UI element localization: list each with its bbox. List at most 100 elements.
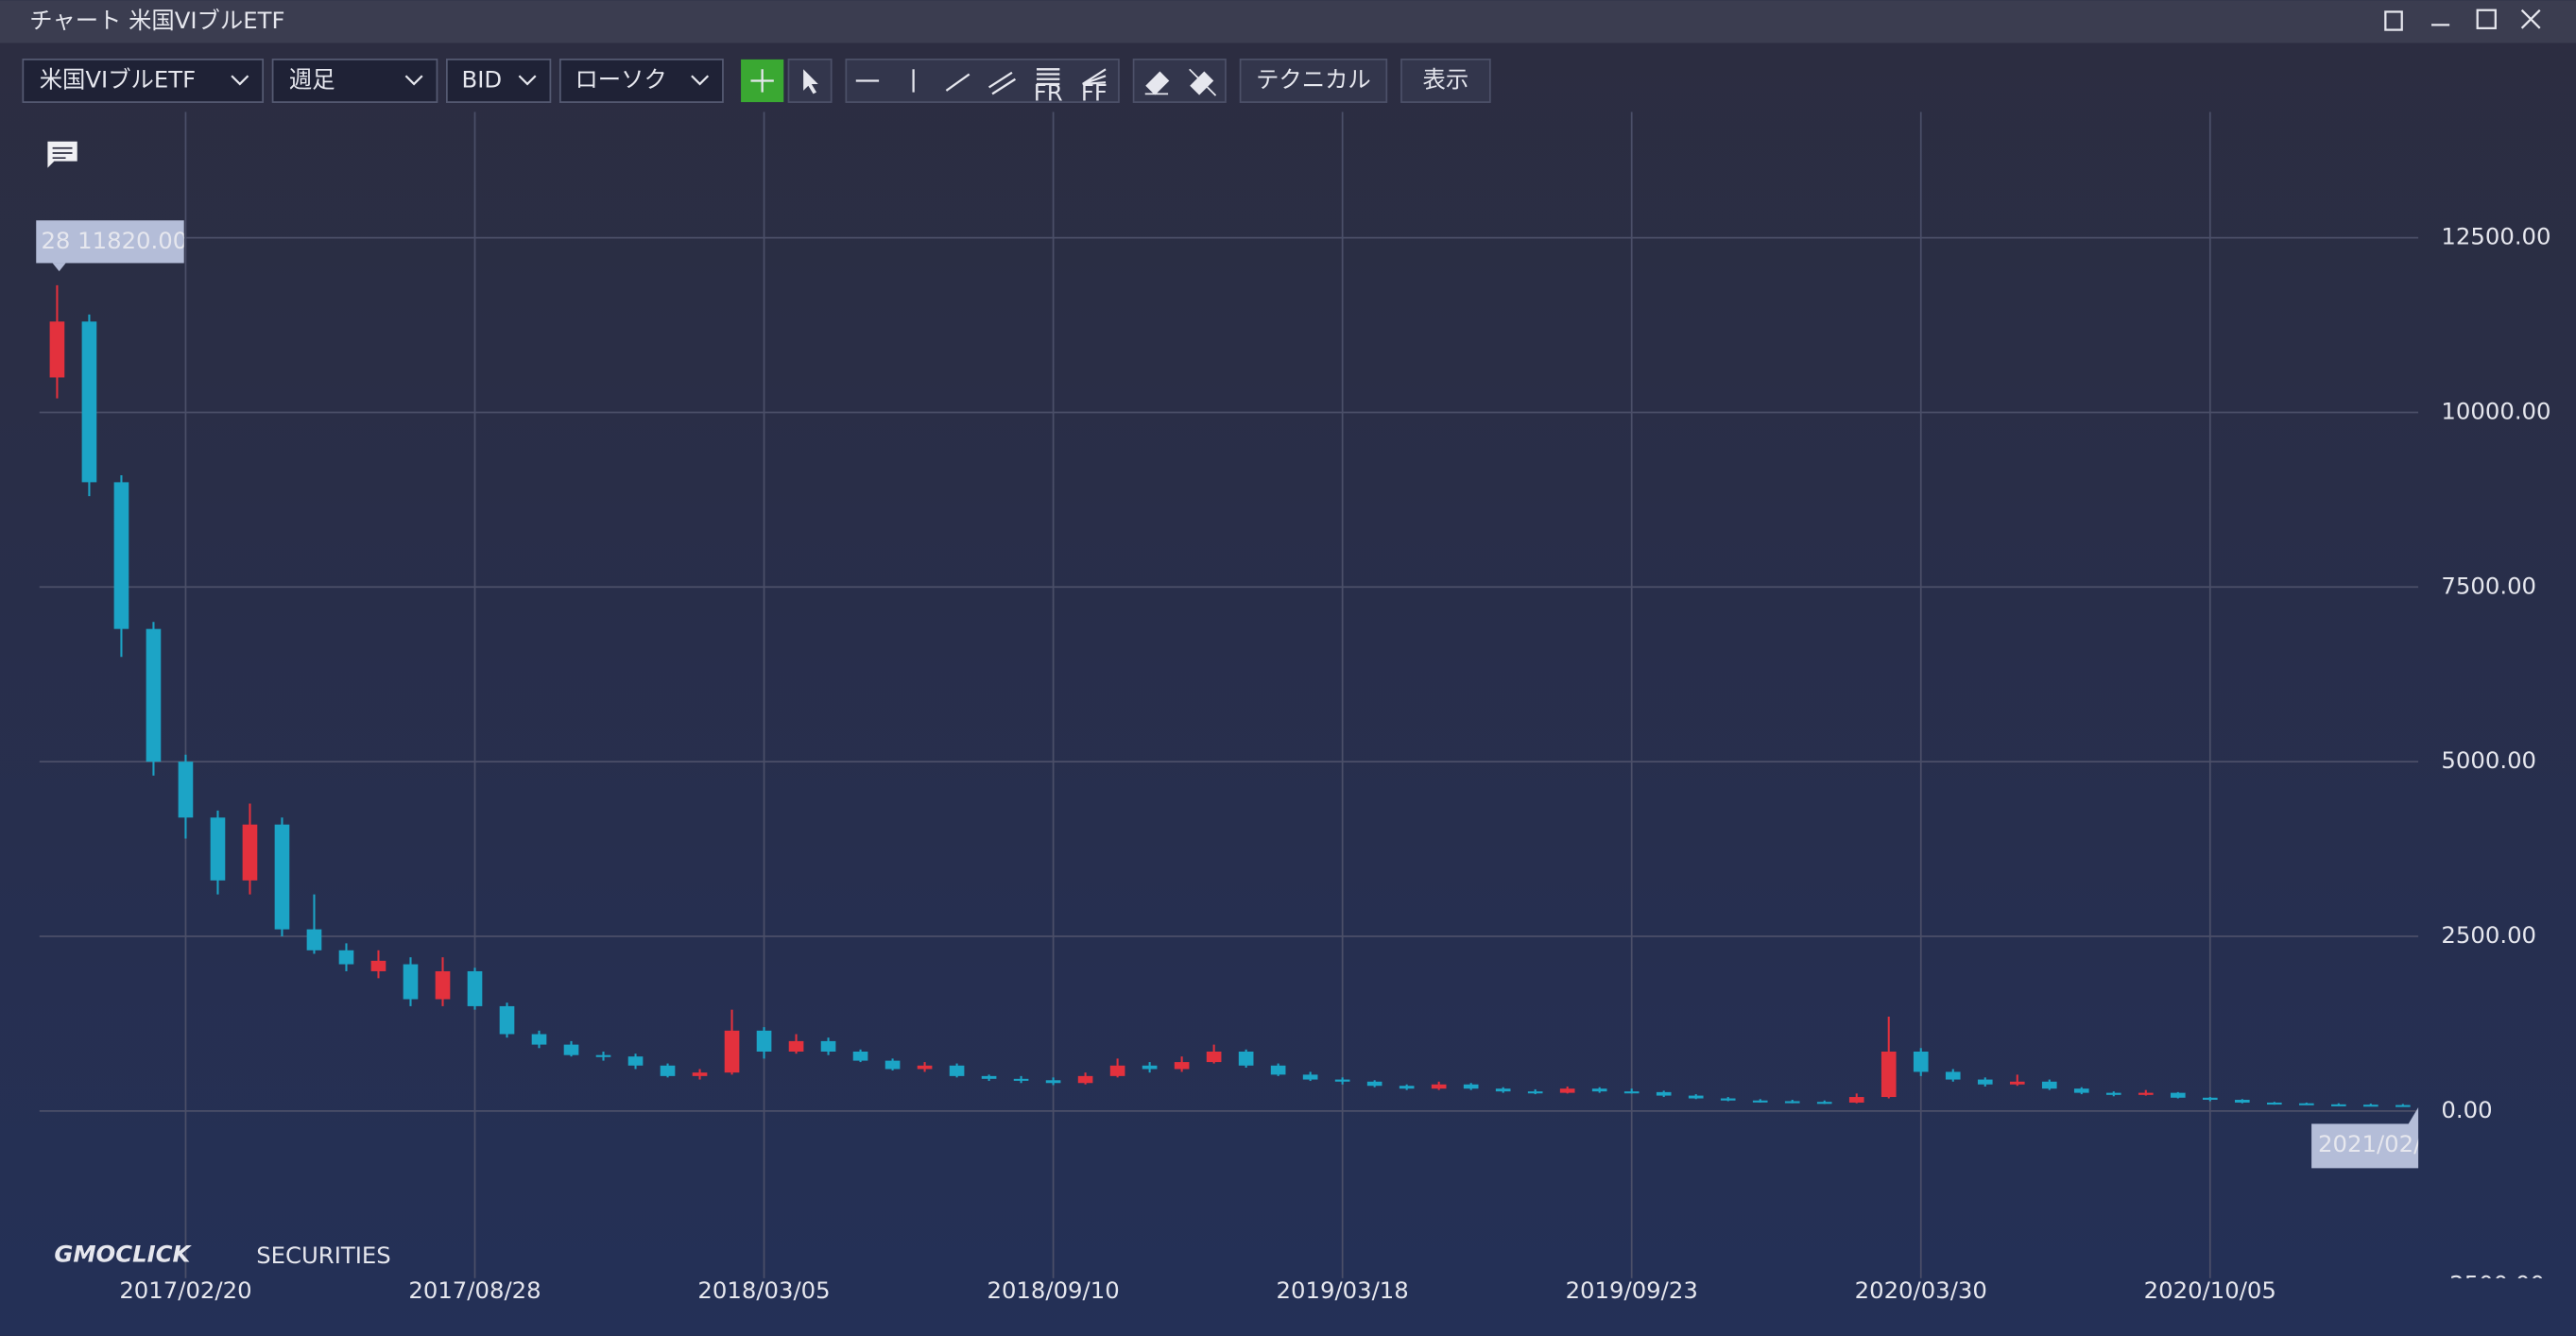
candle-body (2041, 1081, 2057, 1089)
candle-body (1688, 1095, 1704, 1099)
candle-body (1077, 1075, 1093, 1084)
y-tick-label: 2500.00 (2441, 921, 2536, 949)
y-tick-label: 12500.00 (2441, 223, 2550, 250)
technical-button[interactable] (1239, 59, 1388, 103)
comment-lines (52, 146, 73, 160)
candle-body (724, 1030, 740, 1073)
candle-body (2138, 1092, 2154, 1095)
detach-icon[interactable] (2384, 10, 2403, 31)
candle-body (917, 1065, 933, 1070)
candle-body (1656, 1091, 1672, 1096)
candle-body (2234, 1100, 2250, 1103)
candle-body (1720, 1098, 1736, 1101)
x-tick-label: 2017/08/28 (408, 1276, 541, 1304)
candle-body (242, 824, 258, 881)
y-axis: -2500.00 0.00 2500.00 5000.00 7500.00 10000.0… (2441, 223, 2550, 1278)
candle-body (2009, 1081, 2025, 1085)
candle-body (210, 817, 226, 881)
candle-body (852, 1051, 868, 1061)
window-title: チャート 米国VIブルETF (29, 7, 284, 34)
drawing-tools[interactable] (845, 59, 1120, 103)
pointer-icon (803, 69, 818, 94)
chevron (691, 75, 710, 86)
candle-body (884, 1060, 901, 1070)
candle-body (1334, 1079, 1350, 1082)
candle-body (531, 1034, 547, 1045)
candle-body (467, 970, 483, 1006)
maximize-icon[interactable] (2476, 9, 2497, 29)
candle-body (1816, 1102, 1832, 1105)
candle-body (370, 960, 386, 971)
symbol-select[interactable] (22, 59, 265, 103)
tooltip-box (36, 220, 184, 264)
x-axis: 2017/02/20 2017/08/28 2018/03/05 2018/09/10… (119, 1276, 2276, 1304)
chevron (518, 75, 537, 86)
candle-body (660, 1065, 676, 1076)
icon-caption: FR (1034, 78, 1063, 106)
eraser-icon (1144, 71, 1170, 95)
chart-style-label: ローソク (575, 65, 666, 93)
candle-body (788, 1040, 804, 1052)
candle-body (113, 482, 129, 629)
candle-body (1366, 1081, 1382, 1087)
candle-body (1431, 1084, 1447, 1089)
candle-body (81, 321, 97, 483)
candle-body (1623, 1091, 1640, 1094)
price-type-select[interactable] (446, 59, 552, 103)
logo-brand: GMOCLICK (54, 1241, 192, 1268)
tooltip-pointer (52, 263, 66, 272)
candle-body (1238, 1051, 1254, 1066)
candles-layer (49, 284, 2411, 1107)
candle-body (1591, 1088, 1607, 1092)
candle-body (1752, 1100, 1768, 1103)
logo-suffix: SECURITIES (256, 1242, 391, 1269)
candle-body (1913, 1051, 1929, 1072)
y-tick-label: 0.00 (2441, 1096, 2492, 1123)
display-button[interactable] (1400, 59, 1491, 103)
logo: GMOCLICK SECURITIES (54, 1241, 390, 1270)
candle-body (1174, 1062, 1190, 1070)
candle-body (2396, 1105, 2411, 1107)
x-tick-label: 2019/03/18 (1277, 1276, 1409, 1304)
y-tick-label: 5000.00 (2441, 746, 2536, 774)
candle-body (1880, 1051, 1897, 1098)
candle-body (1559, 1088, 1575, 1093)
candle-body (1399, 1086, 1415, 1089)
x-tick-label: 2018/03/05 (697, 1276, 830, 1304)
candle-body (981, 1075, 997, 1079)
eraser-tools[interactable] (1132, 59, 1227, 103)
candle-body (1527, 1091, 1543, 1094)
tooltip-box (2311, 1123, 2419, 1169)
icon-caption: FF (1081, 78, 1108, 106)
candle-body (338, 950, 354, 965)
window-controls[interactable] (2384, 9, 2541, 31)
candle-body (435, 970, 451, 1000)
candle-body (1109, 1065, 1125, 1076)
candle-body (1206, 1051, 1222, 1063)
channel-icon (987, 71, 1017, 95)
candle-body (820, 1040, 836, 1052)
candle-body (1848, 1097, 1864, 1103)
close-icon[interactable] (2520, 9, 2541, 29)
candle-body (1495, 1088, 1511, 1092)
candle-body (692, 1072, 708, 1076)
candle-body (2105, 1092, 2121, 1095)
x-tick-label: 2019/09/23 (1566, 1276, 1698, 1304)
price-type-label: BID (462, 65, 503, 93)
candle-body (1142, 1065, 1158, 1070)
candle-body (627, 1056, 644, 1066)
symbol-label: 米国VIブルETF (40, 65, 196, 93)
candle-body (2170, 1092, 2186, 1098)
comment-button[interactable] (47, 141, 77, 168)
date-tooltip: 2021/02/ (2311, 1107, 2419, 1169)
toolbar: 米国VIブルETF 週足 BID ローソク FR FF テクニカル 表示 (22, 59, 1491, 106)
candle-body (1977, 1079, 1993, 1085)
candle-body (1784, 1101, 1800, 1104)
period-label: 週足 (289, 65, 335, 93)
candle-body (756, 1030, 772, 1052)
x-tick-label: 2017/02/20 (119, 1276, 251, 1304)
candle-body (2073, 1088, 2089, 1093)
